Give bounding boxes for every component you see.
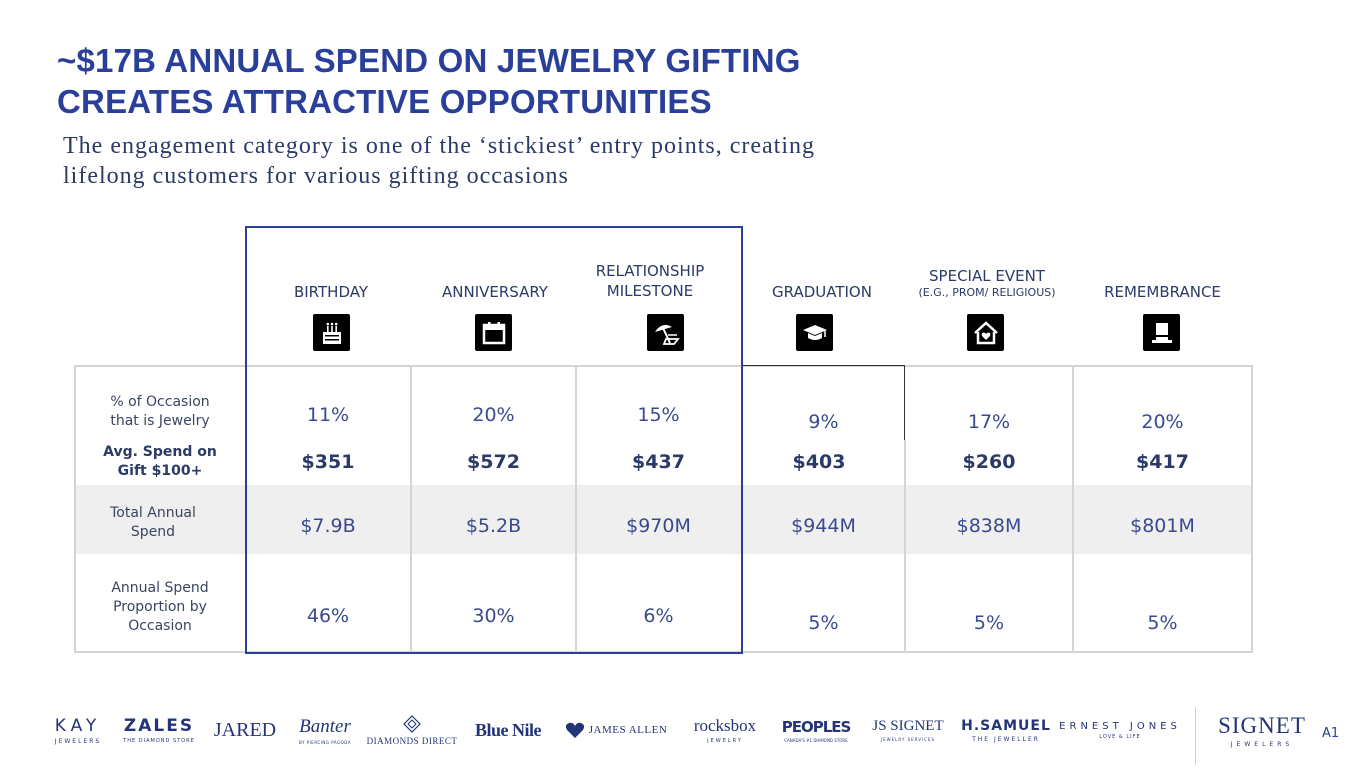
highlight-box bbox=[245, 226, 743, 654]
cell-pct-remembrance: 20% bbox=[1141, 411, 1184, 433]
cell-total-birthday: $7.9B bbox=[300, 515, 356, 537]
logo-james-allen: JAMES ALLEN bbox=[562, 705, 670, 755]
occasion-label: SPECIAL EVENT bbox=[929, 267, 1045, 285]
occasion-label-line-1: RELATIONSHIP bbox=[595, 262, 705, 280]
logo-js-signet: JS SIGNET JEWELRY SERVICES bbox=[872, 718, 944, 742]
cell-pct-graduation: 9% bbox=[808, 411, 839, 433]
cell-pct-anniversary: 20% bbox=[472, 404, 515, 426]
cell-total-graduation: $944M bbox=[791, 515, 856, 537]
cell-prop-special-event: 5% bbox=[973, 612, 1005, 634]
beach-umbrella-icon bbox=[647, 314, 684, 351]
occasion-relationship-milestone: RELATIONSHIP MILESTONE bbox=[575, 261, 725, 301]
col-divider-3 bbox=[904, 440, 906, 653]
total-spend-band bbox=[75, 485, 1252, 554]
logo-rocksbox: rocksbox JEWELRY bbox=[693, 716, 757, 744]
table-top-border bbox=[75, 365, 1252, 367]
occasion-birthday: BIRTHDAY bbox=[251, 282, 411, 302]
occasion-sublabel: (E.G., PROM/ RELIGIOUS) bbox=[918, 286, 1056, 299]
logo-peoples: PEOPLES CANADA'S #1 DIAMOND STORE bbox=[781, 717, 852, 743]
callout-line-horizontal bbox=[742, 365, 904, 366]
cell-pct-special-event: 17% bbox=[967, 411, 1011, 433]
occasion-label-line-2: MILESTONE bbox=[606, 282, 694, 300]
cell-prop-graduation: 5% bbox=[808, 612, 839, 634]
cell-avg-graduation: $403 bbox=[792, 451, 846, 473]
calendar-icon bbox=[475, 314, 512, 351]
callout-line-vertical bbox=[904, 365, 905, 440]
cell-avg-anniversary: $572 bbox=[467, 451, 520, 473]
cell-total-anniversary: $5.2B bbox=[465, 515, 522, 537]
col-divider-2 bbox=[575, 365, 577, 653]
row-label-total-spend: Total Annual Spend bbox=[110, 505, 196, 540]
occasion-special-event: SPECIAL EVENT (E.G., PROM/ RELIGIOUS) bbox=[905, 266, 1069, 300]
heart-icon bbox=[565, 722, 584, 738]
title-line-1: ~$17B ANNUAL SPEND ON JEWELRY GIFTING bbox=[57, 42, 801, 79]
page-number: A1 bbox=[1322, 726, 1340, 741]
cell-avg-relationship: $437 bbox=[632, 451, 685, 473]
occasion-anniversary: ANNIVERSARY bbox=[415, 282, 575, 302]
brand-logo-strip: KAY JEWELERS ZALES THE DIAMOND STORE JAR… bbox=[0, 705, 1365, 765]
graduation-cap-icon bbox=[796, 314, 833, 351]
logo-blue-nile: Blue Nile bbox=[475, 719, 542, 740]
birthday-cake-icon bbox=[313, 314, 350, 351]
cell-avg-remembrance: $417 bbox=[1136, 451, 1189, 473]
cell-pct-relationship: 15% bbox=[637, 404, 680, 426]
logo-kay: KAY JEWELERS bbox=[54, 715, 102, 745]
house-heart-icon bbox=[967, 314, 1004, 351]
page-title: ~$17B ANNUAL SPEND ON JEWELRY GIFTING CR… bbox=[57, 40, 957, 122]
cell-avg-birthday: $351 bbox=[301, 451, 355, 473]
occasion-label: GRADUATION bbox=[772, 283, 872, 301]
row-label-pct-jewelry: % of Occasion that is Jewelry bbox=[110, 394, 210, 429]
table-right-border bbox=[1251, 365, 1253, 653]
cell-total-special-event: $838M bbox=[956, 515, 1022, 537]
row-label-avg-spend: Avg. Spend on Gift $100+ bbox=[103, 444, 217, 479]
logo-zales: ZALES THE DIAMOND STORE bbox=[123, 716, 195, 744]
occasion-label: REMEMBRANCE bbox=[1104, 283, 1221, 301]
top-hat-icon bbox=[1143, 314, 1180, 351]
cell-prop-remembrance: 5% bbox=[1147, 612, 1178, 634]
cell-prop-anniversary: 30% bbox=[472, 605, 515, 627]
cell-prop-birthday: 46% bbox=[306, 605, 350, 627]
cell-total-remembrance: $801M bbox=[1130, 515, 1195, 537]
diamond-icon bbox=[403, 714, 421, 733]
col-divider-1 bbox=[410, 365, 412, 653]
row-label-proportion: Annual Spend Proportion by Occasion bbox=[111, 580, 209, 634]
subtitle-line-2: lifelong customers for various gifting o… bbox=[63, 163, 569, 189]
logo-ernest-jones: ERNEST JONES LOVE & LIFE bbox=[1059, 720, 1181, 740]
occasion-label: BIRTHDAY bbox=[293, 283, 369, 301]
occasion-remembrance: REMEMBRANCE bbox=[1080, 282, 1245, 302]
logo-divider bbox=[1195, 707, 1196, 765]
logo-banter: Banter BY PIERCING PAGODA bbox=[298, 715, 352, 745]
cell-prop-relationship: 6% bbox=[643, 605, 674, 627]
title-line-2: CREATES ATTRACTIVE OPPORTUNITIES bbox=[57, 83, 712, 120]
cell-total-relationship: $970M bbox=[626, 515, 691, 537]
logo-diamonds-direct: DIAMONDS DIRECT bbox=[367, 705, 457, 755]
occasion-label: ANNIVERSARY bbox=[442, 283, 548, 301]
logo-signet: SIGNET JEWELERS bbox=[1218, 712, 1306, 748]
page-subtitle: The engagement category is one of the ‘s… bbox=[63, 131, 923, 191]
col-divider-4 bbox=[1072, 365, 1074, 653]
table-left-border bbox=[74, 365, 76, 653]
logo-h-samuel: H.SAMUEL THE JEWELLER bbox=[961, 717, 1051, 743]
occasion-graduation: GRADUATION bbox=[742, 282, 902, 302]
cell-pct-birthday: 11% bbox=[306, 404, 350, 426]
logo-jared: JARED bbox=[213, 718, 277, 741]
subtitle-line-1: The engagement category is one of the ‘s… bbox=[63, 133, 815, 159]
cell-avg-special-event: $260 bbox=[962, 451, 1016, 473]
